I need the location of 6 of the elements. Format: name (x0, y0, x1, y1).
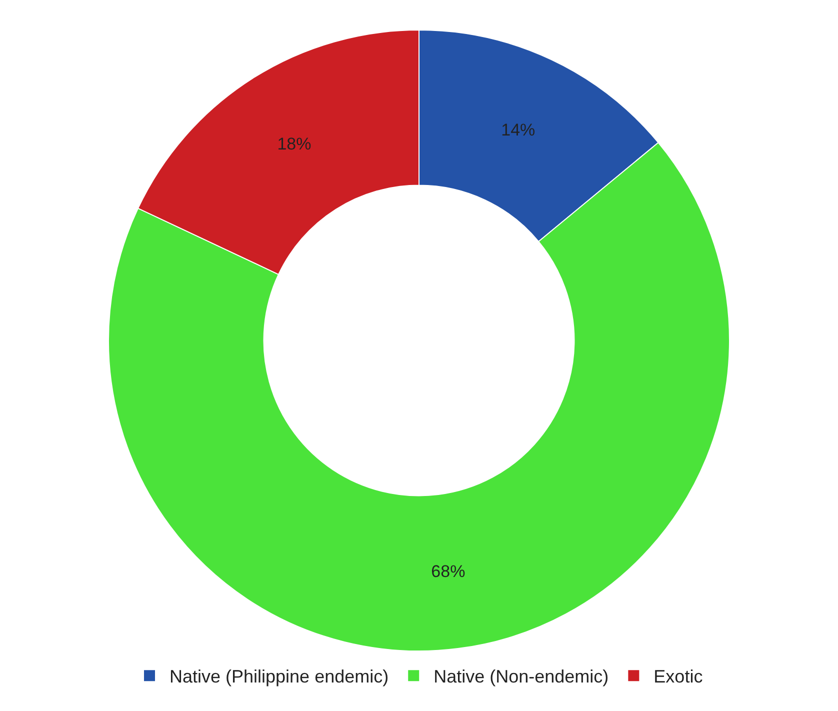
data-label: 14% (501, 120, 536, 140)
legend-label: Native (Philippine endemic) (170, 666, 389, 687)
legend-label: Exotic (654, 666, 703, 687)
data-label: 68% (431, 562, 466, 582)
data-label: 18% (277, 134, 312, 154)
legend-label: Native (Non-endemic) (434, 666, 609, 687)
